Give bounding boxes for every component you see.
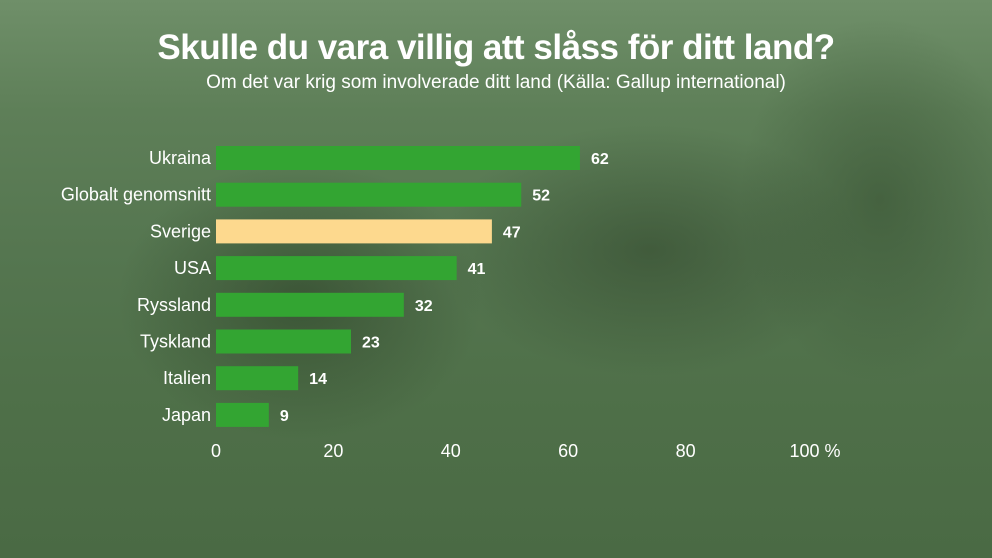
bar-usa (216, 256, 457, 281)
bar-tyskland (216, 329, 352, 354)
category-label: Globalt genomsnitt (61, 185, 211, 205)
x-tick-label: 20 (323, 441, 343, 461)
category-label: Sverige (150, 221, 211, 241)
chart-title: Skulle du vara villig att slåss för ditt… (157, 28, 835, 67)
value-label: 47 (503, 224, 521, 241)
chart-subtitle: Om det var krig som involverade ditt lan… (206, 72, 786, 93)
x-tick-label: 60 (558, 441, 578, 461)
value-label: 52 (532, 188, 550, 205)
bar-globalt-genomsnitt (216, 182, 522, 207)
value-label: 41 (468, 261, 486, 278)
bar-sverige (216, 219, 492, 244)
value-label: 14 (309, 371, 327, 388)
x-tick-label: 100 % (789, 441, 840, 461)
category-label: Tyskland (140, 332, 211, 352)
bar-ryssland (216, 292, 404, 317)
category-label: USA (174, 258, 211, 278)
x-tick-label: 80 (676, 441, 696, 461)
category-label: Italien (163, 368, 211, 388)
category-label: Japan (162, 405, 211, 425)
bar-italien (216, 366, 299, 391)
bar-japan (216, 402, 269, 427)
value-label: 32 (415, 298, 433, 315)
value-label: 62 (591, 151, 609, 168)
value-label: 9 (280, 408, 289, 425)
value-label: 23 (362, 335, 380, 352)
x-tick-label: 0 (211, 441, 221, 461)
category-label: Ukraina (149, 148, 212, 168)
x-tick-label: 40 (441, 441, 461, 461)
bar-ukraina (216, 146, 580, 170)
category-label: Ryssland (137, 295, 211, 315)
